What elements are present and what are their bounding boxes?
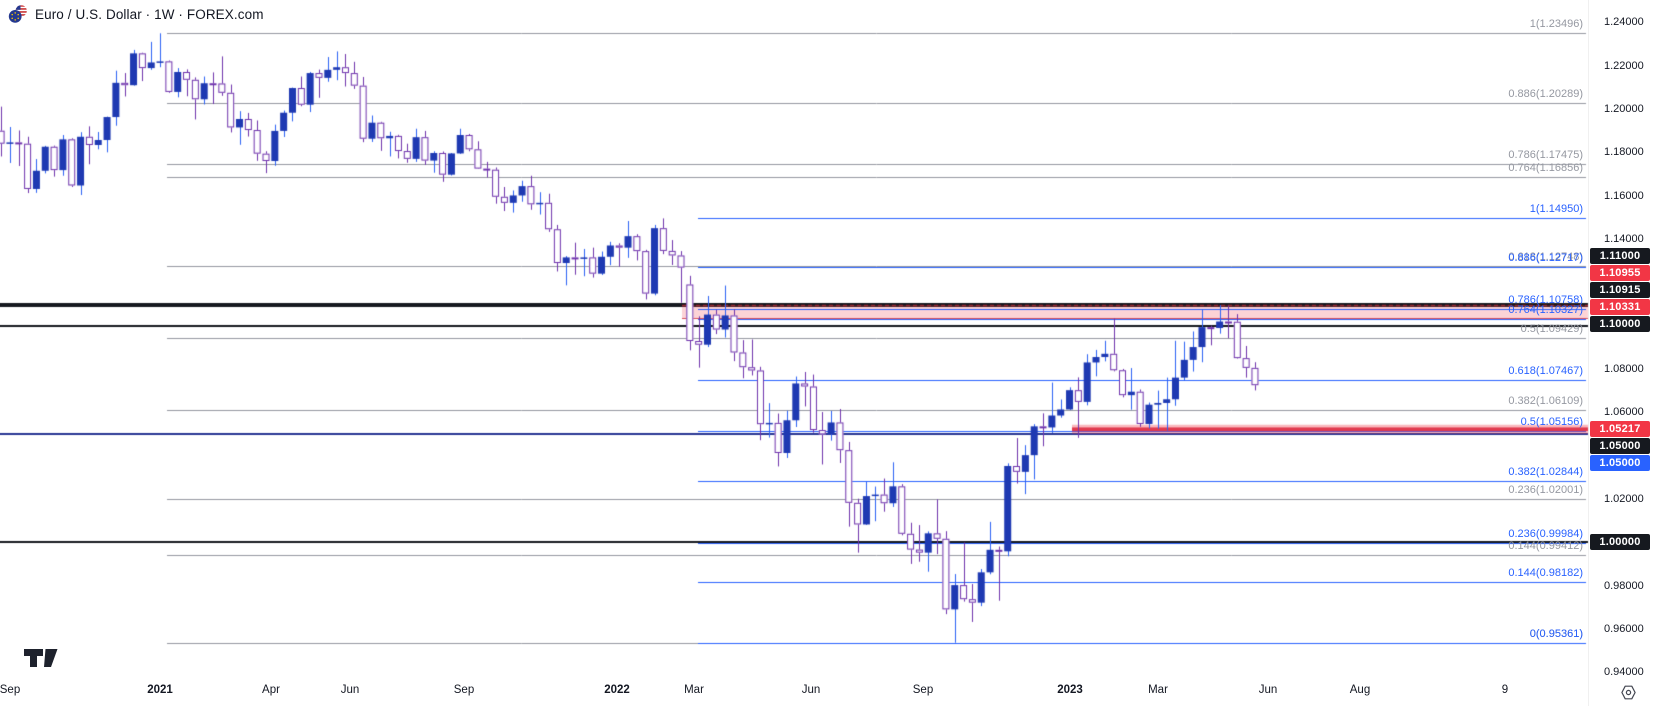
fib-level-label: 0.618(1.07467) [1508, 365, 1583, 378]
time-axis-label: 2022 [604, 684, 630, 696]
price-axis-tick: 1.20000 [1604, 103, 1644, 116]
time-axis-label: 2021 [147, 684, 173, 696]
fib-level-label: 0.786(1.10758) [1508, 294, 1583, 307]
price-axis-tick: 0.94000 [1604, 666, 1644, 679]
time-axis-label: 2023 [1057, 684, 1083, 696]
fib-level-label: 0.144(0.99412) [1508, 539, 1583, 552]
fib-level-label: 0(0.95361) [1529, 627, 1583, 640]
price-level-chip: 1.05000 [1590, 455, 1650, 471]
fib-level-label: 1(1.23496) [1529, 18, 1583, 31]
time-axis-label: Sep [912, 684, 934, 696]
price-axis-tick: 1.08000 [1604, 362, 1644, 375]
time-axis-label: Jun [1258, 684, 1278, 696]
price-level-chip: 1.00000 [1590, 534, 1650, 550]
time-axis-label: Sep [453, 684, 475, 696]
time-axis-label: Jun [340, 684, 360, 696]
price-axis-border [1588, 0, 1589, 706]
time-axis-label: Mar [1148, 684, 1168, 696]
price-axis-tick: 1.06000 [1604, 406, 1644, 419]
price-level-chip: 1.10000 [1590, 316, 1650, 332]
time-axis-label: Sep [0, 684, 21, 696]
fib-level-label: 0.236(0.99984) [1508, 527, 1583, 540]
price-level-chip: 1.10915 [1590, 282, 1650, 298]
fib-level-label: 0.764(1.16856) [1508, 162, 1583, 175]
fib-level-label: 0.886(1.12717) [1508, 251, 1583, 264]
time-axis-label: Jun [801, 684, 821, 696]
fib-level-label: 0.5(1.05156) [1520, 415, 1583, 428]
fib-level-label: 0.886(1.20289) [1508, 87, 1583, 100]
price-level-chip: 1.05000 [1590, 438, 1650, 454]
time-axis-label: Apr [262, 684, 280, 696]
price-axis-tick: 0.96000 [1604, 622, 1644, 635]
price-axis-tick: 1.18000 [1604, 146, 1644, 159]
fib-level-label: 0.618(1.12748) [1508, 251, 1583, 264]
time-axis-label: Mar [684, 684, 704, 696]
symbol-title: Euro / U.S. Dollar · 1W · FOREX.com [35, 6, 264, 22]
fib-level-label: 0.144(0.98182) [1508, 566, 1583, 579]
price-axis-tick: 1.24000 [1604, 16, 1644, 29]
fib-level-label: 0.764(1.10327) [1508, 303, 1583, 316]
fib-level-label: 0.236(1.02001) [1508, 483, 1583, 496]
fib-level-label: 0.382(1.06109) [1508, 394, 1583, 407]
fib-level-label: 0(0.95361) [1529, 627, 1583, 640]
price-axis-tick: 1.16000 [1604, 189, 1644, 202]
fib-level-label: 0.382(1.02844) [1508, 465, 1583, 478]
price-axis-tick: 1.14000 [1604, 232, 1644, 245]
price-level-chip: 1.05217 [1590, 421, 1650, 437]
fib-level-label: 0.5(1.09429) [1520, 323, 1583, 335]
price-scale-settings-gear-icon[interactable] [1620, 684, 1637, 706]
eur-usd-flags-icon [8, 4, 28, 24]
price-axis-tick: 0.98000 [1604, 579, 1644, 592]
time-axis-label: Aug [1349, 684, 1371, 696]
price-level-chip: 1.11000 [1590, 248, 1650, 264]
price-axis-tick: 1.22000 [1604, 59, 1644, 72]
fib-level-label: 1(1.14950) [1529, 203, 1583, 216]
price-level-chip: 1.10331 [1590, 299, 1650, 315]
symbol-legend[interactable]: Euro / U.S. Dollar · 1W · FOREX.com [8, 4, 264, 24]
fib-level-label: 0.786(1.17475) [1508, 148, 1583, 161]
tradingview-logo-icon[interactable] [24, 649, 60, 673]
time-axis-label: 9 [1501, 684, 1509, 696]
price-level-chip: 1.10955 [1590, 265, 1650, 281]
price-axis-tick: 1.02000 [1604, 492, 1644, 505]
